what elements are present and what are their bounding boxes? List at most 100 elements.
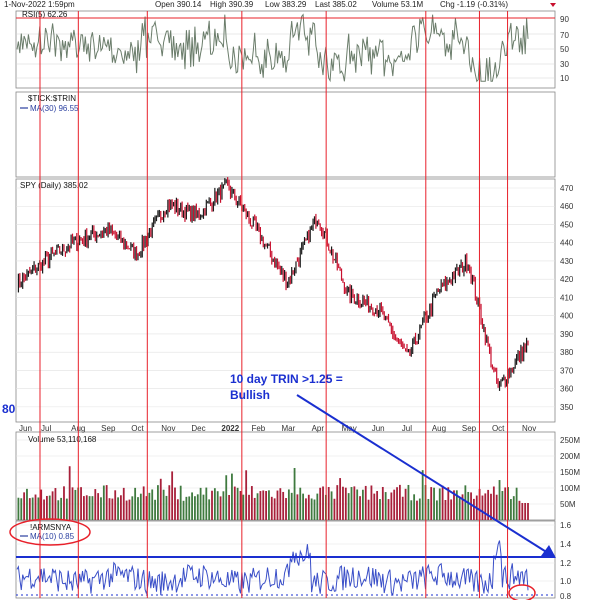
rsi-tick-90: 90 [560,15,569,24]
volume-bar [512,496,515,520]
month-label: Oct [492,424,505,433]
volume-bar [353,486,356,520]
volume-bar [390,492,393,520]
rsi-tick-30: 30 [560,60,569,69]
volume-bar [344,487,347,520]
volume-bar [279,488,282,520]
volume-axis: 250M 200M 150M 100M 50M [560,436,580,509]
volume-bar [413,494,416,520]
volume-bar [515,487,518,520]
volume-bar [185,496,188,520]
volume-bar [225,475,228,520]
month-label: Apr [312,424,325,433]
volume-bar [117,497,119,520]
month-label: Sep [101,424,116,433]
volume-bar [458,498,461,520]
header-last: Last 385.02 [315,0,357,9]
volume-bar [188,496,191,520]
volume-bar [157,485,159,520]
volume-bar [293,468,296,520]
volume-bar [524,503,527,520]
volume-bar [527,503,529,520]
volume-bar [302,493,305,520]
volume-label: Volume 53,110,168 [28,435,97,444]
volume-bar [68,466,71,520]
volume-bar [370,485,373,520]
volume-bar [65,498,68,520]
volume-bar [473,498,475,520]
volume-bar [250,486,253,520]
header-high: High 390.39 [210,0,254,9]
volume-bar [305,498,307,520]
volume-bar [31,497,34,520]
volume-bar [262,490,265,520]
volume-bar [490,493,492,520]
volume-bar [94,489,97,520]
volume-bar [134,487,137,520]
volume-bar [364,485,367,520]
header-open: Open 390.14 [155,0,202,9]
volume-bar [162,489,165,520]
volume-bar [285,498,287,520]
volume-bar [213,488,216,520]
month-label: Nov [161,424,175,433]
volume-bars [17,466,529,520]
volume-bar [205,487,208,520]
volume-bar [322,486,324,520]
rsi-tick-50: 50 [560,45,569,54]
annotation-line-2: Bullish [230,388,270,402]
volume-bar [120,495,122,520]
volume-bar [313,499,316,520]
volume-bar [122,487,125,520]
volume-bar [239,490,242,520]
volume-bar [398,484,401,520]
month-label: Jul [41,424,51,433]
trin-tick-1-4: 1.4 [560,540,572,549]
vol-tick-50m: 50M [560,500,576,509]
rsi-line [16,13,529,83]
spy-tick-label: 400 [560,312,574,321]
volume-bar [319,487,322,520]
volume-bar [327,487,330,520]
armsnya-label-highlight-circle [9,518,91,546]
volume-bar [23,492,26,520]
volume-bar [88,496,91,520]
volume-bar [282,491,285,520]
vol-tick-200m: 200M [560,452,580,461]
volume-bar [330,491,333,520]
volume-bar [518,500,521,520]
volume-bar [242,494,245,520]
month-label: Feb [251,424,265,433]
month-label: Aug [432,424,446,433]
trin-tick-1-2: 1.2 [560,559,572,568]
volume-bar [148,492,151,520]
volume-bar [48,495,51,520]
rsi-panel [15,10,556,89]
armsnya-ma-label: MA(10) 0.85 [30,532,75,541]
volume-bar [202,494,205,520]
volume-bar [461,494,464,520]
month-label: Sep [462,424,477,433]
volume-bar [401,496,404,520]
volume-bar [438,488,441,520]
volume-bar [176,499,179,520]
volume-bar [290,492,293,520]
armsnya-series [16,540,529,597]
tick-trin-title: $TICK:$TRIN [28,94,76,103]
volume-bar [85,495,88,520]
volume-bar [216,491,219,520]
volume-bar [28,498,31,520]
spy-tick-label: 380 [560,348,574,357]
volume-bar [379,499,381,520]
armsnya-panel [15,520,556,599]
volume-bar [159,478,162,520]
volume-bar [270,496,273,520]
volume-bar [128,499,131,520]
volume-bar [416,500,418,520]
month-label: Jun [372,424,385,433]
volume-bar [191,492,193,520]
month-label: Jun [19,424,32,433]
volume-bar [464,485,467,520]
month-label: Oct [131,424,144,433]
